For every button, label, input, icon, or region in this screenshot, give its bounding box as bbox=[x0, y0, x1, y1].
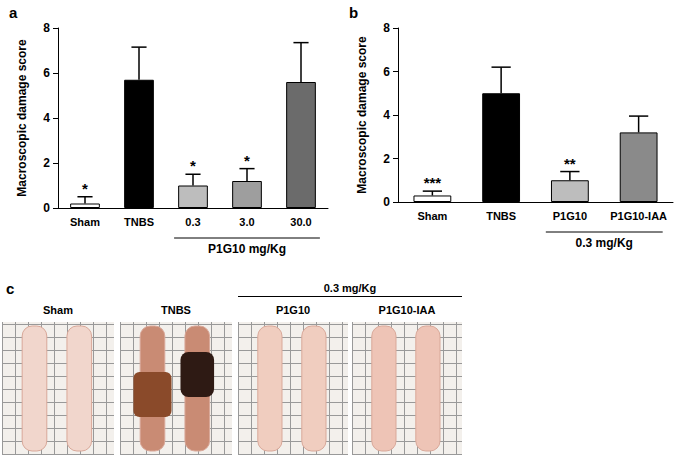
svg-text:0.3: 0.3 bbox=[185, 216, 200, 228]
svg-text:0.3 mg/Kg: 0.3 mg/Kg bbox=[576, 236, 633, 250]
svg-text:a: a bbox=[9, 4, 18, 21]
svg-text:P1G10-IAA: P1G10-IAA bbox=[610, 210, 667, 222]
svg-text:2: 2 bbox=[383, 152, 390, 166]
html-text:P1G10-IAA: P1G10-IAA bbox=[378, 304, 436, 316]
svg-text:*: * bbox=[190, 157, 196, 174]
svg-text:Sham: Sham bbox=[70, 216, 100, 228]
svg-text:0: 0 bbox=[43, 201, 50, 215]
svg-text:4: 4 bbox=[43, 111, 50, 125]
svg-text:P1G10 mg/Kg: P1G10 mg/Kg bbox=[208, 242, 286, 256]
svg-text:6: 6 bbox=[383, 65, 390, 79]
html-text:TNBS: TNBS bbox=[161, 304, 191, 316]
svg-text:8: 8 bbox=[383, 21, 390, 35]
svg-text:**: ** bbox=[564, 155, 576, 172]
svg-text:30.0: 30.0 bbox=[290, 216, 311, 228]
svg-text:8: 8 bbox=[43, 21, 50, 35]
svg-text:***: *** bbox=[424, 174, 442, 191]
html-text:Sham: Sham bbox=[43, 304, 73, 316]
html-text:c: c bbox=[6, 280, 15, 297]
svg-text:*: * bbox=[244, 152, 250, 169]
svg-text:3.0: 3.0 bbox=[239, 216, 254, 228]
svg-text:Macroscopic damage score: Macroscopic damage score bbox=[15, 39, 29, 197]
svg-text:TNBS: TNBS bbox=[486, 210, 516, 222]
svg-text:P1G10: P1G10 bbox=[553, 210, 587, 222]
svg-text:Sham: Sham bbox=[417, 210, 447, 222]
svg-text:TNBS: TNBS bbox=[124, 216, 154, 228]
svg-text:0: 0 bbox=[383, 195, 390, 209]
svg-text:b: b bbox=[349, 4, 358, 21]
html-text:0.3 mg/Kg: 0.3 mg/Kg bbox=[323, 282, 377, 294]
svg-text:2: 2 bbox=[43, 156, 50, 170]
svg-text:6: 6 bbox=[43, 66, 50, 80]
svg-text:*: * bbox=[82, 180, 88, 197]
svg-text:Macroscopic damage score: Macroscopic damage score bbox=[355, 36, 369, 194]
html-text:P1G10: P1G10 bbox=[275, 304, 311, 316]
svg-text:4: 4 bbox=[383, 108, 390, 122]
